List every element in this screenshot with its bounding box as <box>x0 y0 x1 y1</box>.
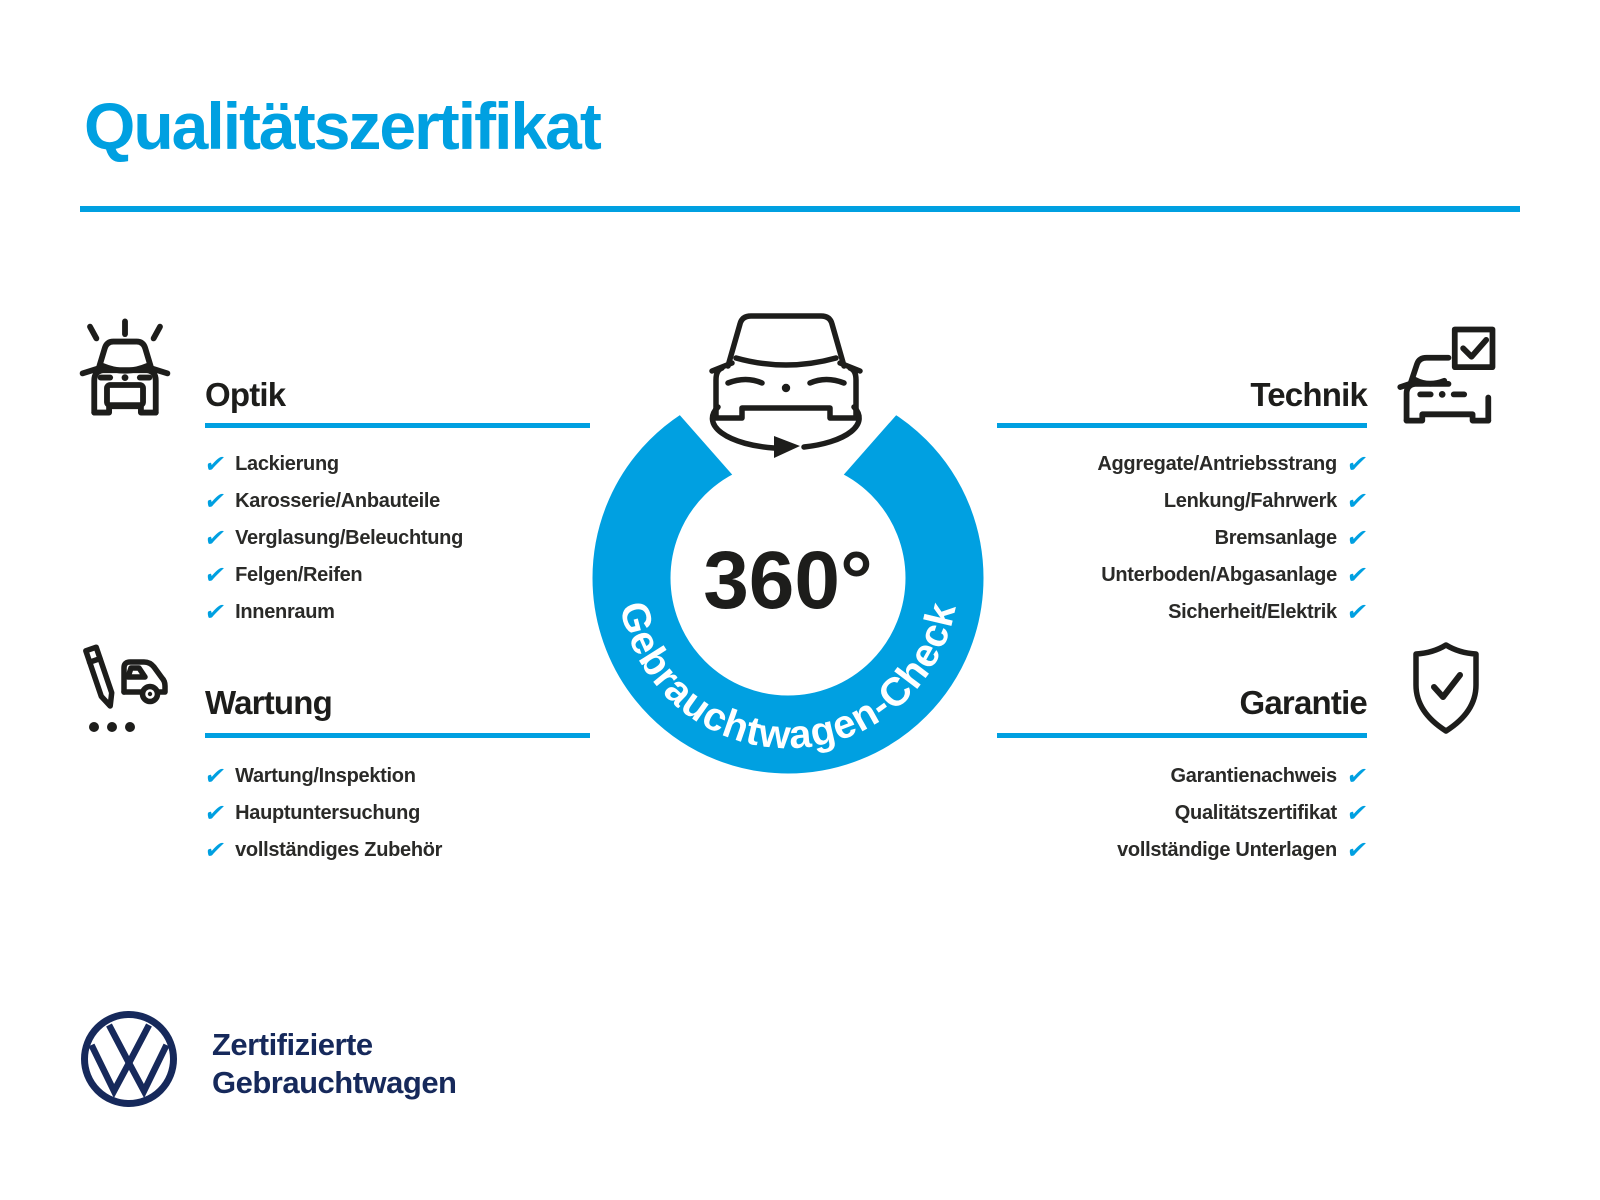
check-icon: ✔ <box>202 524 228 552</box>
check-icon: ✔ <box>1344 524 1370 552</box>
checklist-item: ✔ Aggregate/Antriebsstrang <box>1097 446 1370 483</box>
shield-check-icon <box>1413 642 1479 734</box>
checklist-item: ✔ Lackierung <box>202 446 339 483</box>
checklist-item-label: vollständiges Zubehör <box>235 839 443 861</box>
checklist-item-label: Lenkung/Fahrwerk <box>1163 490 1337 512</box>
check-icon: ✔ <box>1344 836 1370 864</box>
checklist-optik: ✔ Lackierung ✔ Karosserie/Anbauteile ✔ Vergla… <box>202 446 464 631</box>
check-icon: ✔ <box>202 487 228 515</box>
checklist-item: ✔ Lenkung/Fahrwerk <box>1163 483 1370 520</box>
checklist-item: ✔ Hauptuntersuchung <box>202 795 421 832</box>
checklist-item-label: Qualitätszertifikat <box>1174 802 1337 824</box>
section-title-wartung: Wartung <box>205 684 333 721</box>
check-icon: ✔ <box>1344 561 1370 589</box>
checklist-item-label: Aggregate/Antriebsstrang <box>1097 453 1337 475</box>
checklist-item-label: Bremsanlage <box>1214 527 1338 549</box>
brand-wordmark: Zertifizierte Gebrauchtwagen <box>212 1026 457 1102</box>
section-title-garantie: Garantie <box>1239 684 1368 721</box>
checklist-technik: ✔ Aggregate/Antriebsstrang ✔ Lenkung/Fahrwe… <box>997 446 1370 631</box>
checklist-garantie: ✔ Garantienachweis ✔ Qualitätszertifikat ✔ vo… <box>997 758 1370 869</box>
checklist-item: ✔ Unterboden/Abgasanlage <box>1101 557 1370 594</box>
check-icon: ✔ <box>1344 487 1370 515</box>
checklist-item: ✔ vollständige Unterlagen <box>1117 832 1370 869</box>
checklist-item-label: Wartung/Inspektion <box>235 765 416 787</box>
checklist-item: ✔ Bremsanlage <box>1214 520 1370 557</box>
checklist-item-label: Hauptuntersuchung <box>235 802 420 824</box>
checklist-item-label: Karosserie/Anbauteile <box>235 490 441 512</box>
check-icon: ✔ <box>202 799 228 827</box>
section-title-technik: Technik <box>1250 376 1367 413</box>
section-underline <box>997 733 1367 738</box>
page-title: Qualitätszertifikat <box>84 89 602 163</box>
check-icon: ✔ <box>202 561 228 589</box>
checklist-item: ✔ Verglasung/Beleuchtung <box>202 520 464 557</box>
section-underline <box>205 733 590 738</box>
checklist-item-label: Unterboden/Abgasanlage <box>1101 564 1337 586</box>
checklist-item: ✔ Felgen/Reifen <box>202 557 363 594</box>
check-icon: ✔ <box>1344 799 1370 827</box>
section-title-optik: Optik <box>205 376 286 413</box>
360-check-badge: 360° Gebrauchtwagen-Check <box>592 362 984 774</box>
checklist-item: ✔ vollständiges Zubehör <box>202 832 443 869</box>
checklist-item-label: Garantienachweis <box>1170 765 1338 787</box>
checklist-item: ✔ Sicherheit/Elektrik <box>1168 594 1370 631</box>
checklist-item-label: vollständige Unterlagen <box>1117 839 1337 861</box>
checklist-item-label: Verglasung/Beleuchtung <box>235 527 463 549</box>
pencil-car-icon <box>83 644 168 732</box>
check-icon: ✔ <box>1344 762 1370 790</box>
checklist-item-label: Sicherheit/Elektrik <box>1168 601 1337 623</box>
checklist-item-label: Innenraum <box>235 601 335 623</box>
check-icon: ✔ <box>202 450 228 478</box>
check-icon: ✔ <box>202 762 228 790</box>
section-underline <box>997 423 1367 428</box>
badge-degrees-label: 360° <box>703 535 873 626</box>
car-checkbox-icon <box>1397 326 1496 424</box>
brand-line1: Zertifizierte <box>212 1027 373 1062</box>
car-highlights-icon <box>79 318 171 416</box>
checklist-item-label: Felgen/Reifen <box>235 564 363 586</box>
brand-line2: Gebrauchtwagen <box>212 1065 457 1100</box>
check-icon: ✔ <box>202 598 228 626</box>
checklist-item: ✔ Wartung/Inspektion <box>202 758 416 795</box>
vw-logo <box>81 1011 177 1107</box>
checklist-item: ✔ Qualitätszertifikat <box>1174 795 1370 832</box>
check-icon: ✔ <box>202 836 228 864</box>
checklist-wartung: ✔ Wartung/Inspektion ✔ Hauptuntersuchung ✔ vo… <box>202 758 443 869</box>
checklist-item: ✔ Karosserie/Anbauteile <box>202 483 441 520</box>
checklist-item-label: Lackierung <box>235 453 339 475</box>
checklist-item: ✔ Garantienachweis <box>1170 758 1370 795</box>
checklist-item: ✔ Innenraum <box>202 594 335 631</box>
section-underline <box>205 423 590 428</box>
check-icon: ✔ <box>1344 450 1370 478</box>
car-rotation-icon <box>709 313 863 458</box>
title-divider <box>80 206 1520 212</box>
check-icon: ✔ <box>1344 598 1370 626</box>
